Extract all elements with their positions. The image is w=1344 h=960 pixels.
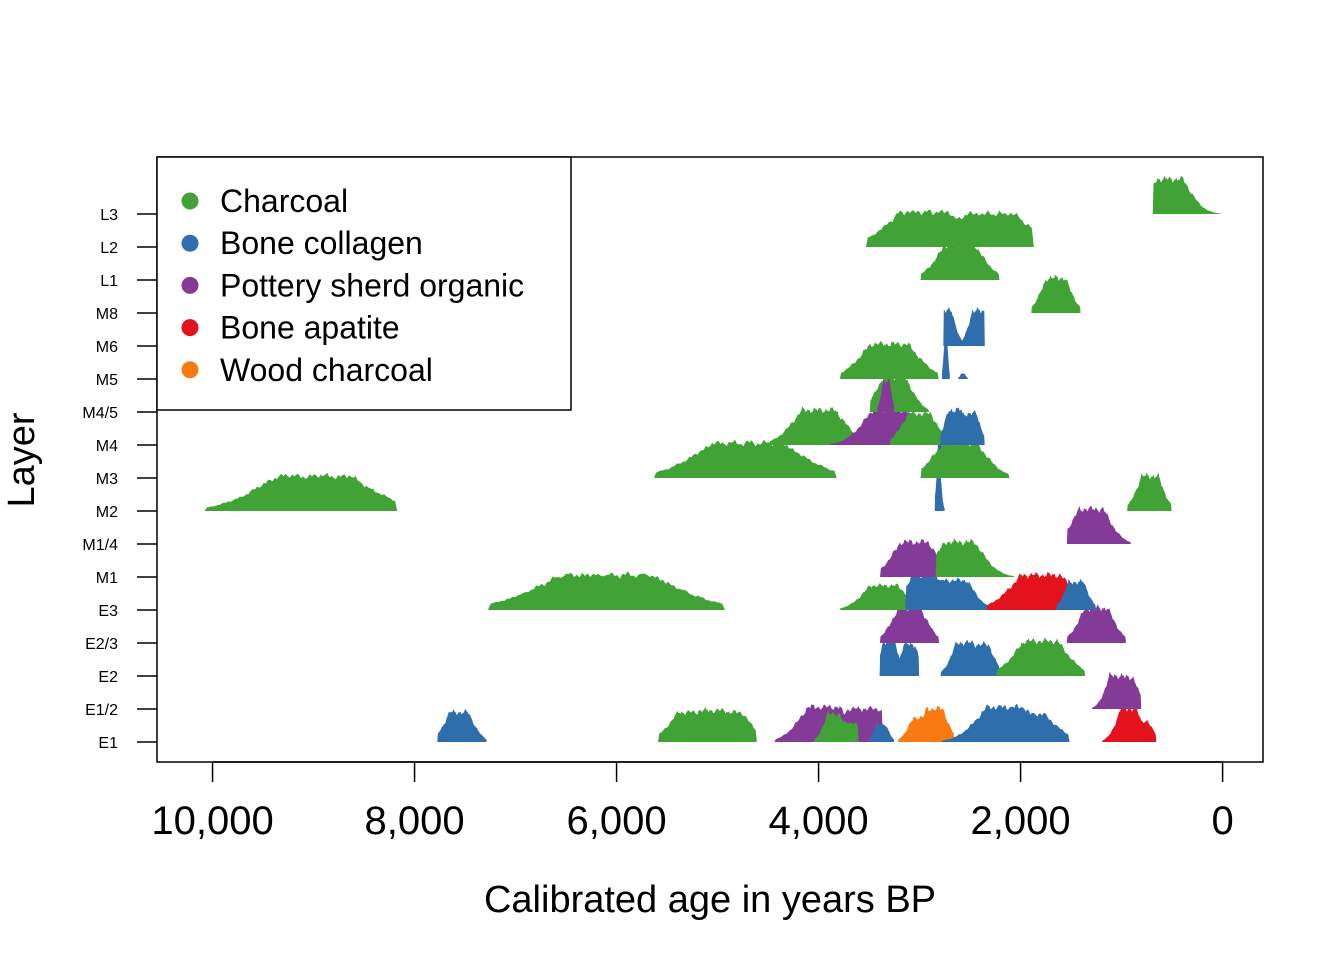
x-tick-label: 10,000	[151, 799, 273, 843]
y-tick-label: E2	[98, 669, 118, 686]
y-tick-label: L3	[100, 207, 118, 224]
legend-label-bone-apatite: Bone apatite	[220, 310, 400, 346]
legend-label-pottery-sherd-organic: Pottery sherd organic	[220, 267, 524, 303]
density-l3-charcoal	[1151, 175, 1223, 214]
legend-marker-charcoal	[181, 192, 199, 210]
legend-marker-bone-collagen	[181, 234, 199, 252]
density-e3-charcoal	[485, 571, 728, 610]
y-tick-label: E2/3	[85, 636, 118, 653]
density-m3-charcoal	[919, 440, 1011, 478]
density-e2-3-pottery-sherd-organic	[879, 604, 940, 643]
y-tick-label: L2	[100, 240, 118, 257]
legend-items: Charcoal Bone collagen Pottery sherd organ…	[181, 183, 524, 388]
density-e1-wood-charcoal	[897, 706, 955, 742]
y-tick-label: E1/2	[85, 702, 118, 719]
density-m2-charcoal	[1126, 472, 1173, 511]
legend-label-charcoal: Charcoal	[220, 183, 348, 219]
density-m4-5-pottery-sherd-organic	[877, 377, 895, 412]
density-e2-bone-collagen	[879, 637, 920, 676]
x-tick-label: 8,000	[365, 799, 465, 843]
density-e3-bone-collagen	[904, 571, 991, 610]
legend-marker-bone-apatite	[181, 319, 199, 337]
legend-marker-pottery-sherd-organic	[181, 276, 199, 294]
legend: Charcoal Bone collagen Pottery sherd organ…	[156, 156, 572, 411]
density-m3-charcoal	[651, 439, 839, 478]
density-m4-charcoal	[889, 410, 950, 445]
y-tick-label: E1	[98, 735, 118, 752]
legend-box	[156, 156, 572, 411]
y-tick-label: M8	[96, 306, 118, 323]
density-e3-charcoal	[838, 583, 915, 610]
y-tick-label: M1	[96, 570, 118, 587]
density-m4-bone-collagen	[939, 407, 986, 445]
y-tick-label: M1/4	[82, 537, 118, 554]
legend-label-wood-charcoal: Wood charcoal	[220, 352, 433, 388]
density-m2-charcoal	[202, 472, 400, 511]
density-e1-bone-collagen	[939, 703, 1072, 742]
density-m6-bone-collagen	[942, 307, 986, 346]
density-e1-charcoal	[657, 706, 758, 742]
y-axis-title: Layer	[1, 412, 43, 507]
density-m2-bone-collagen	[934, 473, 945, 511]
density-l2-charcoal	[864, 209, 1036, 247]
density-e3-bone-collagen	[1055, 579, 1097, 610]
y-tick-label: M6	[96, 339, 118, 356]
x-tick-label: 0	[1211, 799, 1233, 843]
density-e1-2-pottery-sherd-organic	[1091, 672, 1142, 709]
x-axis-title: Calibrated age in years BP	[484, 879, 936, 921]
y-tick-label: M4/5	[82, 405, 118, 422]
density-e1-charcoal	[813, 711, 859, 742]
y-axis: E1 E1/2 E2 E2/3 E3 M1 M1/4 M2 M3 M4 M4/5 M5 M6 M8 L1 L2…	[82, 207, 157, 752]
x-tick-label: 4,000	[769, 799, 869, 843]
density-m1-charcoal	[934, 538, 1016, 577]
legend-marker-wood-charcoal	[181, 361, 199, 379]
density-m5-bone-collagen	[941, 343, 950, 379]
density-l1-charcoal	[919, 241, 1001, 280]
density-e2-3-pottery-sherd-organic	[1066, 604, 1127, 643]
density-e2-bone-collagen	[939, 639, 1001, 676]
y-tick-label: M3	[96, 471, 118, 488]
density-e1-bone-collagen	[436, 709, 488, 742]
y-tick-label: E3	[98, 603, 118, 620]
x-axis: 10,000 8,000 6,000 4,000 2,000 0	[151, 761, 1234, 843]
x-tick-label: 6,000	[567, 799, 667, 843]
density-m4-charcoal	[768, 406, 859, 445]
x-tick-label: 2,000	[971, 799, 1071, 843]
y-tick-label: M5	[96, 372, 118, 389]
density-m5-charcoal	[838, 341, 940, 379]
density-e1-bone-apatite	[1101, 705, 1157, 742]
density-areas	[202, 175, 1223, 742]
y-tick-label: M4	[96, 438, 118, 455]
density-e1-bone-collagen	[869, 722, 895, 742]
density-m1-4-pottery-sherd-organic	[1066, 505, 1132, 544]
density-e2-charcoal	[995, 637, 1087, 676]
density-m8-charcoal	[1030, 274, 1082, 313]
legend-label-bone-collagen: Bone collagen	[220, 225, 423, 261]
density-m5-bone-collagen	[958, 373, 969, 379]
y-tick-label: L1	[100, 273, 118, 290]
y-tick-label: M2	[96, 504, 118, 521]
